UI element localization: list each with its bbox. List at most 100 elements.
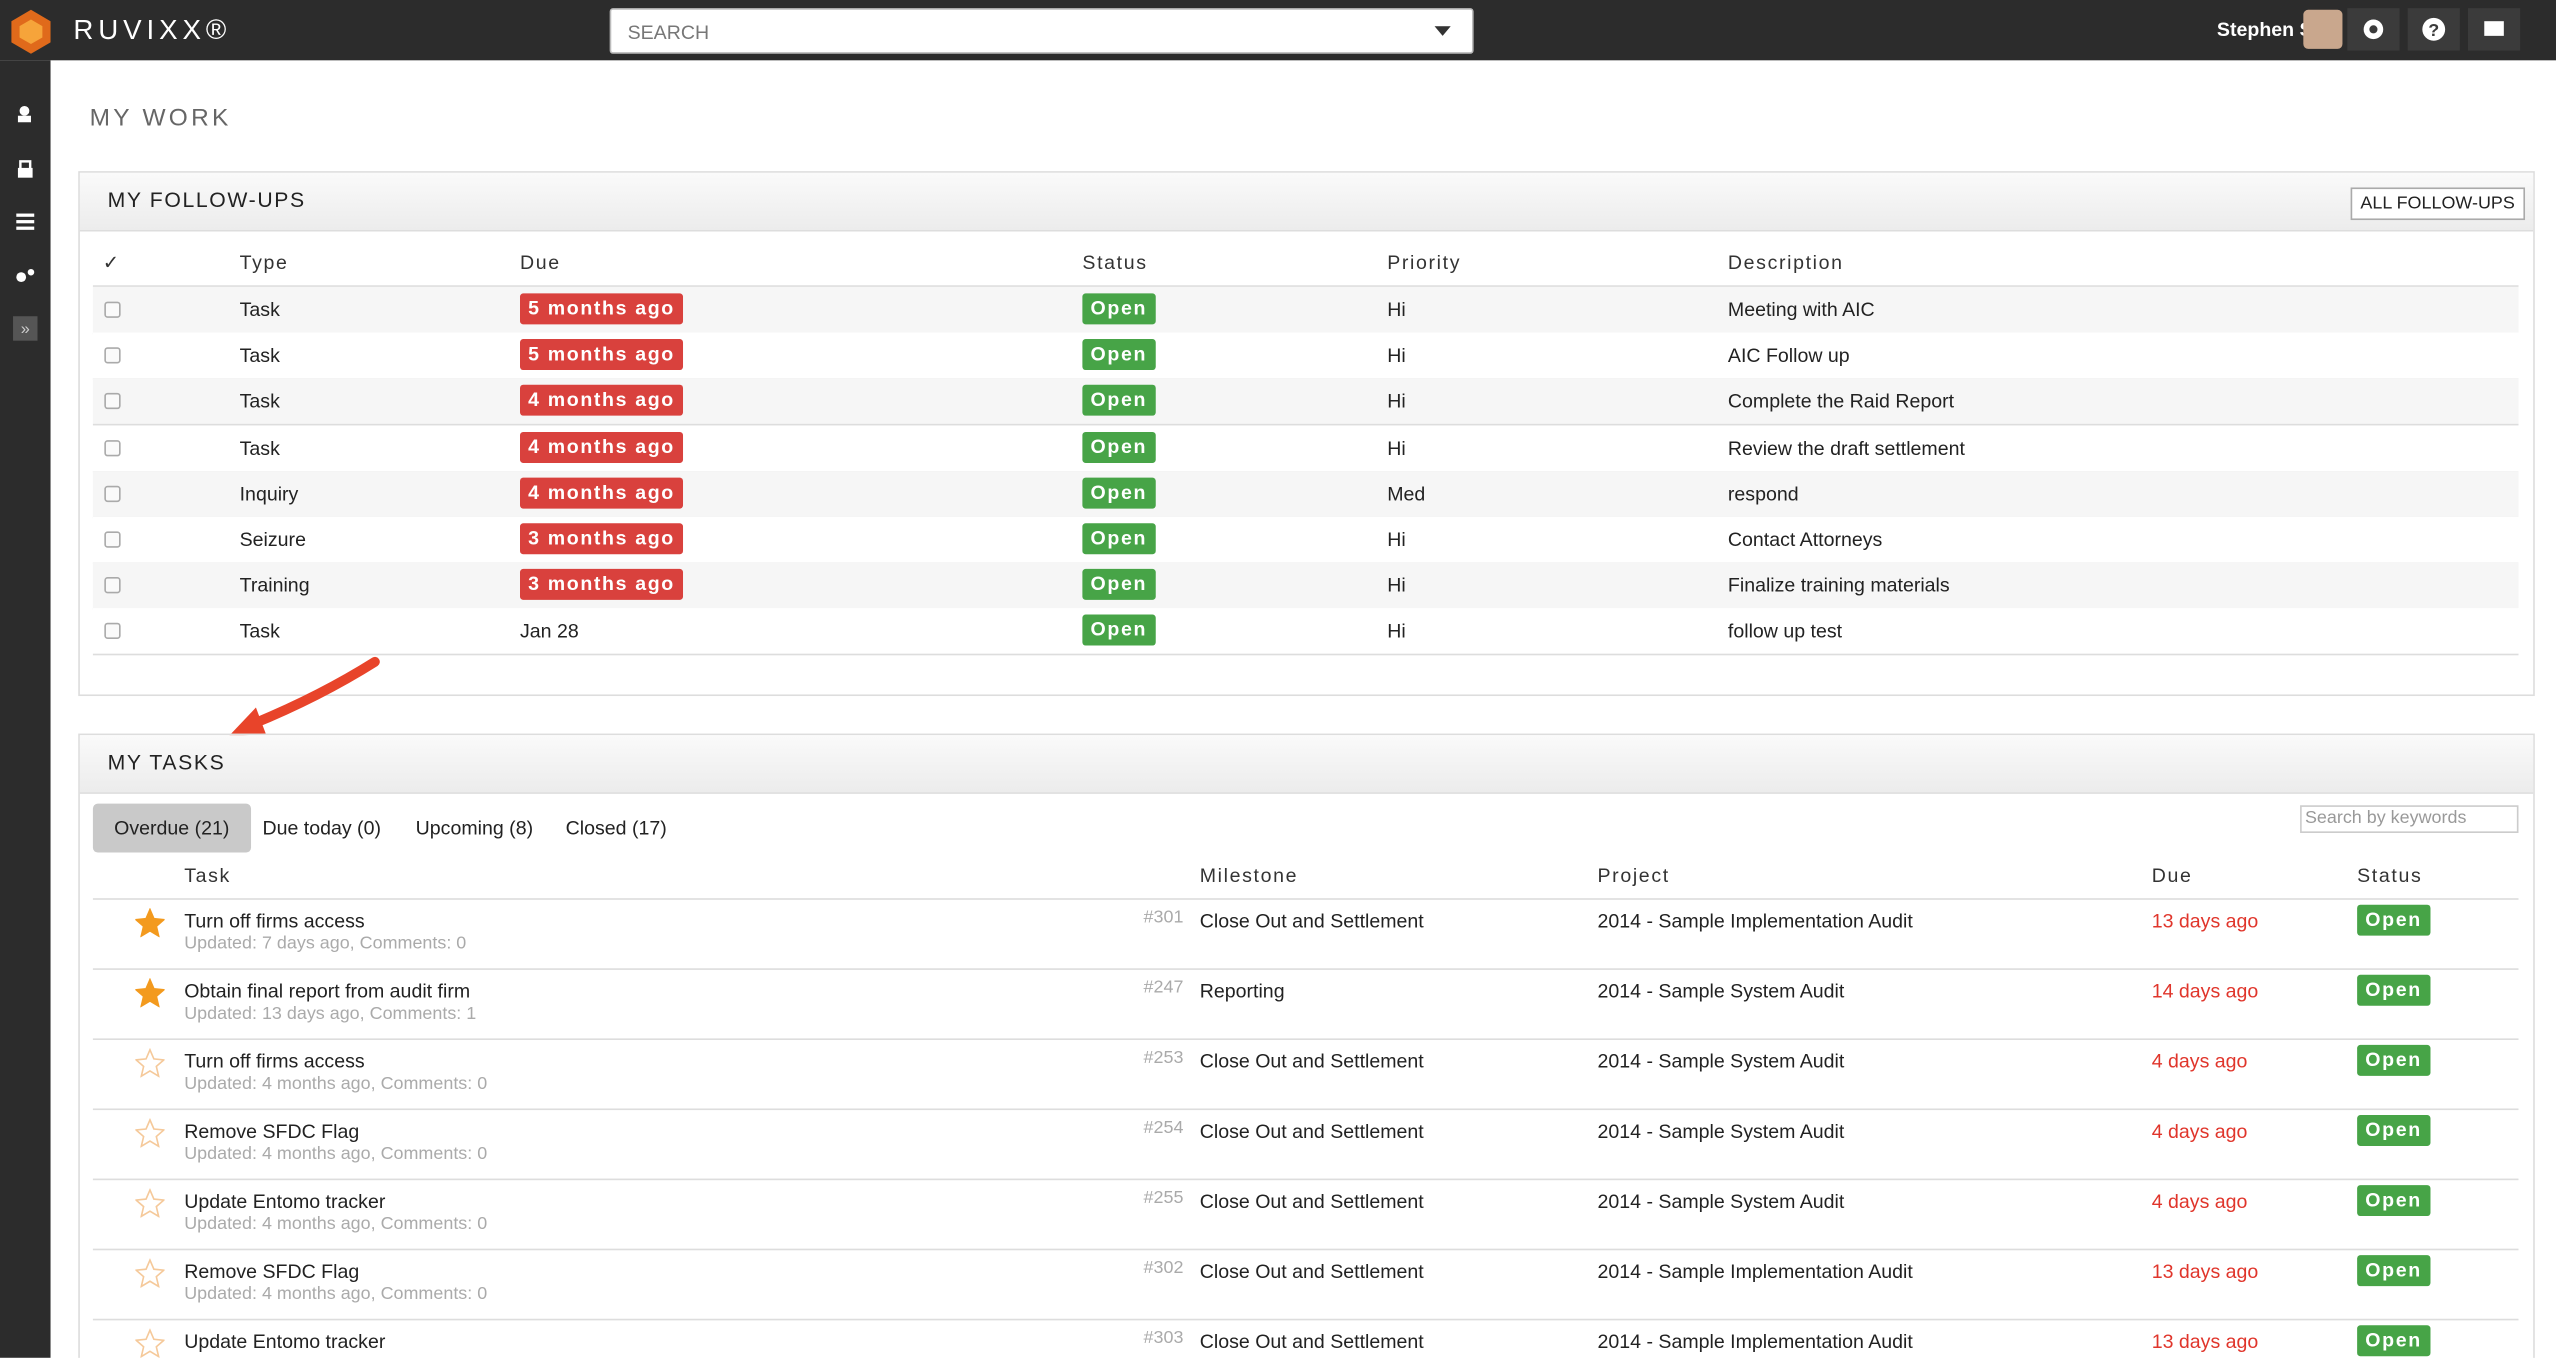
type: Task xyxy=(239,436,280,460)
priority: Med xyxy=(1387,482,1426,505)
star[interactable] xyxy=(135,1048,165,1078)
type: Task xyxy=(239,620,280,643)
task-title[interactable]: Remove SFDC Flag xyxy=(184,1260,360,1283)
task-id: #302 xyxy=(1143,1258,1184,1278)
tab[interactable]: Due today (0) xyxy=(262,816,381,840)
column-header: Due xyxy=(2151,863,2193,887)
sidebar: » xyxy=(0,60,51,1358)
status-badge: Open xyxy=(2357,974,2430,1006)
tab[interactable]: Overdue (21) xyxy=(92,803,251,853)
checkbox[interactable] xyxy=(104,577,121,594)
star[interactable] xyxy=(135,1328,165,1358)
dropdown-arrow xyxy=(1434,26,1451,36)
followups-panel: MY FOLLOW-UPS ALL FOLLOW-UPS xyxy=(78,171,2535,697)
star[interactable] xyxy=(135,1258,165,1288)
status-badge: Open xyxy=(1082,569,1156,601)
star[interactable] xyxy=(135,978,165,1008)
all-followups-button[interactable]: ALL FOLLOW-UPS xyxy=(2350,187,2525,221)
due-badge: 3 months ago xyxy=(520,569,684,601)
row-rule xyxy=(92,1038,2519,1041)
checkbox[interactable] xyxy=(104,531,121,548)
keyword-search[interactable]: Search by keywords xyxy=(2300,805,2519,833)
star[interactable] xyxy=(135,1118,165,1148)
project: 2014 - Sample System Audit xyxy=(1597,979,1845,1003)
task-title[interactable]: Update Entomo tracker xyxy=(184,1330,386,1353)
status-badge: Open xyxy=(1082,615,1156,647)
status-badge: Open xyxy=(1082,385,1156,417)
status-badge: Open xyxy=(2357,1325,2430,1357)
page-title: MY WORK xyxy=(89,104,232,133)
checkbox[interactable] xyxy=(104,623,121,640)
star[interactable] xyxy=(135,1188,165,1218)
search-placeholder: SEARCH xyxy=(627,21,710,45)
svg-text:»: » xyxy=(21,320,30,338)
description: Meeting with AIC xyxy=(1727,298,1875,322)
due: 4 days ago xyxy=(2151,1049,2248,1073)
help-button[interactable]: ? xyxy=(2407,8,2460,51)
logo-text: RUVIXX® xyxy=(73,14,232,46)
task-meta: Updated: 4 months ago, Comments: 0 xyxy=(184,1214,488,1234)
task-id: #255 xyxy=(1143,1188,1184,1208)
task-title[interactable]: Remove SFDC Flag xyxy=(184,1119,360,1143)
task-title[interactable]: Turn off firms access xyxy=(184,909,365,933)
due-badge: 4 months ago xyxy=(520,431,684,463)
checkbox[interactable] xyxy=(104,485,121,502)
status-badge: Open xyxy=(1082,293,1156,325)
description: Contact Attorneys xyxy=(1727,528,1883,551)
row-rule xyxy=(92,1178,2519,1181)
type: Task xyxy=(239,390,280,414)
due-badge: 4 months ago xyxy=(520,477,684,509)
avatar[interactable] xyxy=(2303,9,2343,49)
column-header: Status xyxy=(1082,251,1148,274)
column-header: Due xyxy=(520,251,561,274)
due-badge: 4 months ago xyxy=(520,385,684,417)
type: Inquiry xyxy=(239,482,299,505)
column-header: Project xyxy=(1597,863,1670,887)
row xyxy=(92,378,2519,427)
due: 4 days ago xyxy=(2151,1189,2248,1213)
column-header: Type xyxy=(239,251,289,274)
column-header: Task xyxy=(184,863,231,887)
sidebar-icons: » xyxy=(13,105,38,341)
checkbox[interactable] xyxy=(104,439,121,456)
header-rule xyxy=(92,898,2519,900)
task-meta: Updated: 13 days ago, Comments: 1 xyxy=(184,1004,477,1024)
due: Jan 28 xyxy=(520,620,579,643)
inbox-button[interactable] xyxy=(2467,8,2521,51)
checkbox[interactable] xyxy=(104,301,121,318)
row xyxy=(92,470,2519,519)
checkbox[interactable] xyxy=(104,393,121,410)
tab[interactable]: Upcoming (8) xyxy=(415,816,534,840)
status-badge: Open xyxy=(2357,904,2430,936)
row-rule xyxy=(92,1318,2519,1321)
search-box[interactable]: SEARCH xyxy=(609,8,1474,54)
column-header: Milestone xyxy=(1199,863,1299,887)
task-title[interactable]: Obtain final report from audit firm xyxy=(184,979,471,1003)
panel-title: MY FOLLOW-UPS xyxy=(107,187,306,212)
row xyxy=(92,608,2519,656)
priority: Hi xyxy=(1387,344,1406,368)
user-name[interactable]: Stephen S xyxy=(2216,17,2313,41)
status-badge: Open xyxy=(2357,1044,2430,1076)
settings-button[interactable] xyxy=(2347,8,2400,51)
status-badge: Open xyxy=(1082,477,1156,509)
column-header: Description xyxy=(1727,251,1844,274)
column-header: Status xyxy=(2357,863,2423,887)
task-title[interactable]: Turn off firms access xyxy=(184,1049,365,1073)
milestone: Close Out and Settlement xyxy=(1199,1189,1424,1213)
type: Task xyxy=(239,298,280,322)
checkbox[interactable] xyxy=(104,347,121,364)
milestone: Close Out and Settlement xyxy=(1199,909,1424,933)
project: 2014 - Sample System Audit xyxy=(1597,1189,1845,1213)
column-header: Priority xyxy=(1387,251,1462,274)
star[interactable] xyxy=(135,907,165,938)
panel-header xyxy=(79,735,2534,794)
priority: Hi xyxy=(1387,390,1406,414)
priority: Hi xyxy=(1387,298,1406,322)
row xyxy=(92,424,2519,473)
task-title[interactable]: Update Entomo tracker xyxy=(184,1189,386,1213)
tab[interactable]: Closed (17) xyxy=(565,816,667,840)
due-badge: 5 months ago xyxy=(520,293,684,325)
